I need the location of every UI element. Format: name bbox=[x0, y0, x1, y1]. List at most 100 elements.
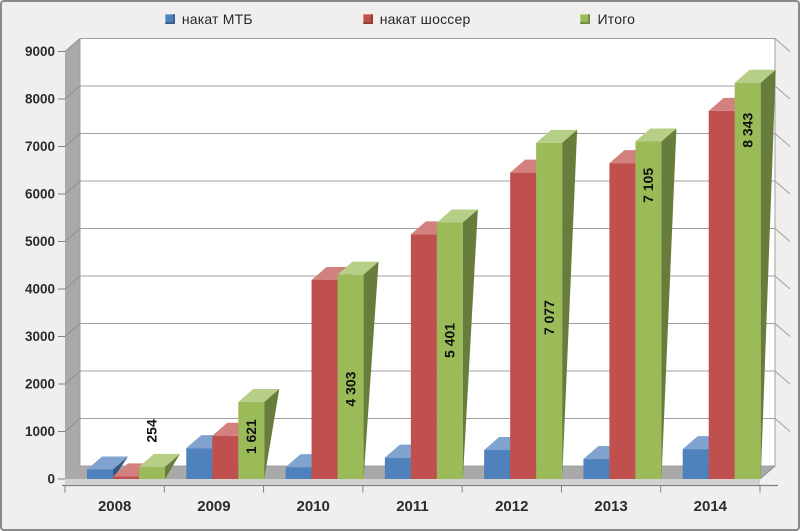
bar-top bbox=[139, 453, 180, 467]
legend-swatch-itogo-icon bbox=[580, 14, 591, 24]
x-axis-label: 2014 bbox=[694, 498, 728, 515]
bar-Итого-2011 bbox=[436, 209, 478, 479]
bar-front bbox=[186, 448, 213, 479]
legend-label-mtb: накат МТБ bbox=[181, 11, 253, 27]
bar-top bbox=[536, 129, 578, 143]
y-axis-label: 7000 bbox=[25, 139, 55, 154]
bar-top bbox=[311, 266, 353, 280]
data-label: 8 343 bbox=[739, 113, 755, 148]
side-wall-gridline bbox=[64, 85, 81, 100]
side-wall-gridline bbox=[64, 38, 81, 52]
bar-front bbox=[510, 172, 537, 479]
bar-Итого-2008 bbox=[139, 453, 180, 479]
bar-Итого-2010 bbox=[337, 261, 379, 479]
y-axis-label: 9000 bbox=[25, 44, 55, 59]
side-wall-gridline bbox=[64, 370, 81, 385]
bar-front bbox=[536, 142, 563, 479]
data-label: 1 621 bbox=[243, 419, 259, 454]
bar-front bbox=[311, 279, 338, 479]
bar-side bbox=[760, 69, 776, 480]
bar-front bbox=[609, 163, 636, 479]
bar-front bbox=[87, 469, 113, 479]
x-axis-label: 2012 bbox=[495, 498, 528, 515]
y-axis-label: 1000 bbox=[25, 424, 55, 439]
y-axis-label: 6000 bbox=[25, 187, 55, 202]
data-label: 4 303 bbox=[342, 371, 358, 406]
bar-front bbox=[484, 450, 511, 479]
bar-top bbox=[337, 261, 379, 275]
chart-legend: накат МТБ накат шоссер Итого bbox=[2, 2, 798, 36]
side-wall-gridline bbox=[64, 275, 81, 290]
bar-front bbox=[212, 435, 239, 479]
gridline-depth-nub bbox=[774, 228, 791, 242]
bar-side bbox=[165, 453, 180, 479]
floor-right-edge bbox=[759, 465, 776, 480]
gridline-depth-nub bbox=[774, 370, 791, 385]
bar-front bbox=[708, 110, 735, 479]
bar-side bbox=[562, 129, 578, 479]
x-axis-label: 2013 bbox=[594, 498, 627, 515]
side-wall-gridline bbox=[64, 228, 81, 242]
x-axis-label: 2009 bbox=[197, 498, 230, 515]
bar-front bbox=[285, 467, 312, 479]
y-axis-label: 3000 bbox=[25, 329, 55, 344]
gridline-depth-nub bbox=[774, 275, 791, 290]
gridline-depth-nub bbox=[774, 180, 791, 195]
gridline-depth-nub bbox=[774, 133, 791, 147]
bar-Итого-2012 bbox=[536, 129, 578, 479]
bar-side bbox=[661, 128, 677, 479]
gridline-depth-nub bbox=[774, 323, 791, 337]
legend-item-shosser: накат шоссер bbox=[362, 11, 471, 27]
bar-Итого-2013 bbox=[635, 128, 677, 479]
bar-side bbox=[462, 209, 478, 479]
bar-side bbox=[363, 261, 379, 479]
y-axis-label: 0 bbox=[47, 472, 55, 487]
x-axis-label: 2011 bbox=[396, 498, 429, 515]
bar-front bbox=[583, 459, 610, 479]
data-label: 7 077 bbox=[541, 300, 557, 335]
data-label: 7 105 bbox=[640, 168, 656, 203]
y-axis-label: 2000 bbox=[25, 377, 55, 392]
bar-top bbox=[436, 209, 478, 223]
gridline-depth-nub bbox=[774, 85, 791, 100]
bar-side bbox=[264, 389, 280, 479]
bar-front bbox=[635, 141, 662, 479]
bar-top bbox=[734, 69, 776, 83]
bar-front bbox=[734, 82, 761, 480]
legend-item-itogo: Итого bbox=[580, 11, 635, 27]
legend-label-shosser: накат шоссер bbox=[379, 11, 471, 27]
bar-front bbox=[436, 222, 463, 479]
legend-swatch-mtb-icon bbox=[164, 14, 175, 24]
side-wall-gridline bbox=[64, 418, 81, 432]
bar-front bbox=[682, 449, 709, 479]
bar-Итого-2009 bbox=[238, 389, 280, 479]
y-axis-label: 4000 bbox=[25, 282, 55, 297]
legend-item-mtb: накат МТБ bbox=[164, 11, 253, 27]
bar-top bbox=[87, 456, 128, 470]
bar-front bbox=[139, 466, 165, 479]
side-wall-gridline bbox=[64, 180, 81, 195]
side-wall-gridline bbox=[64, 133, 81, 147]
data-label: 254 bbox=[144, 419, 160, 443]
floor-front-face bbox=[65, 479, 760, 485]
side-wall bbox=[65, 38, 80, 479]
bar-front bbox=[410, 234, 437, 479]
y-axis-label: 5000 bbox=[25, 234, 55, 249]
bar-front bbox=[337, 274, 364, 479]
bar-Итого-2014 bbox=[734, 69, 776, 480]
legend-swatch-shosser-icon bbox=[362, 14, 373, 24]
bar-front bbox=[384, 457, 411, 479]
legend-label-itogo: Итого bbox=[597, 11, 636, 27]
x-axis-label: 2010 bbox=[297, 498, 330, 515]
side-wall-gridline bbox=[64, 323, 81, 337]
gridline-depth-nub bbox=[774, 418, 791, 432]
data-label: 5 401 bbox=[442, 323, 458, 358]
bar-top bbox=[635, 128, 677, 142]
gridline-depth-nub bbox=[774, 38, 791, 52]
bar-front bbox=[238, 402, 265, 479]
bar-front bbox=[113, 476, 139, 479]
bar-top bbox=[238, 389, 280, 403]
x-axis-label: 2008 bbox=[98, 498, 131, 515]
